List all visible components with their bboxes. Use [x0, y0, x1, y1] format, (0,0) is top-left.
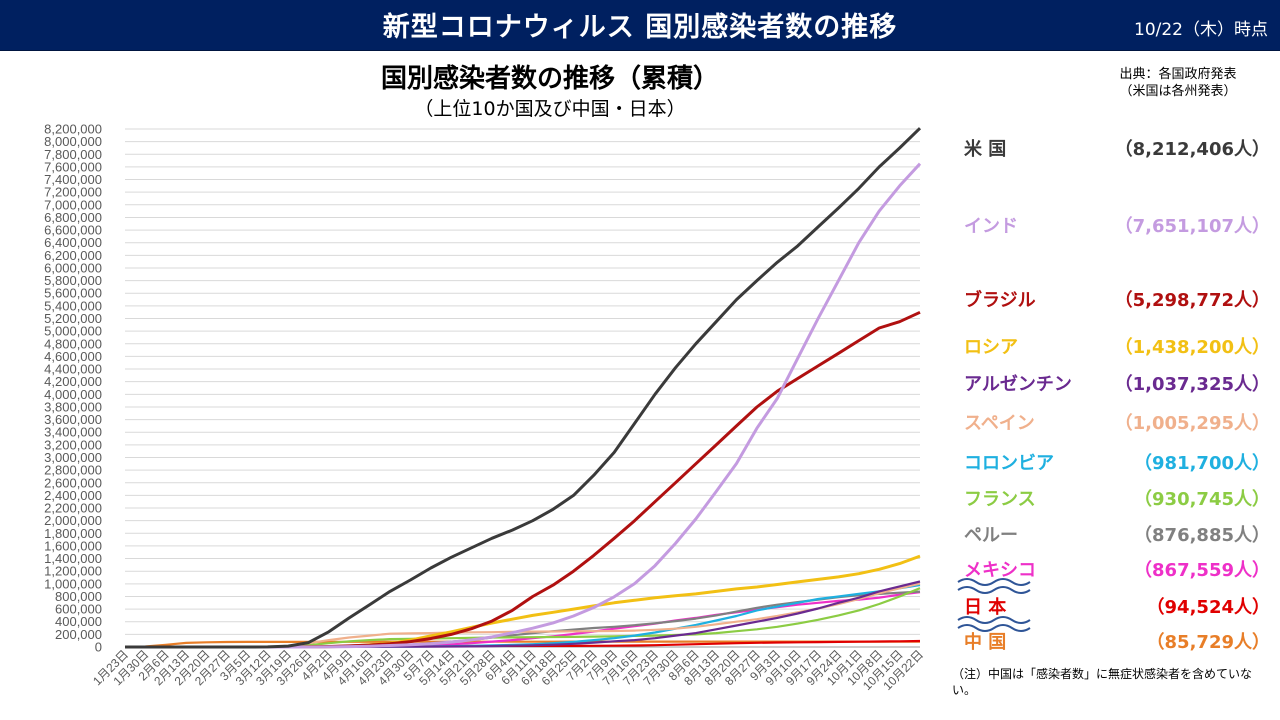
legend-name-peru: ペルー: [964, 525, 1018, 546]
y-tick-label: 200,000: [55, 627, 102, 642]
legend-value-brazil: （5,298,772人）: [1114, 290, 1270, 311]
y-tick-label: 5,800,000: [44, 273, 102, 288]
break-wave-icon: [957, 578, 1031, 594]
page-title: 新型コロナウィルス 国別感染者数の推移: [382, 12, 898, 43]
y-tick-label: 7,800,000: [44, 147, 102, 162]
legend-value-colombia: （981,700人）: [1134, 453, 1270, 474]
y-tick-label: 5,000,000: [44, 324, 102, 339]
y-tick-label: 4,400,000: [44, 362, 102, 377]
y-tick-label: 3,400,000: [44, 425, 102, 440]
legend-value-france: （930,745人）: [1134, 489, 1270, 510]
chart-title: 国別感染者数の推移（累積）: [380, 64, 719, 94]
y-tick-label: 600,000: [55, 602, 102, 617]
y-tick-label: 7,200,000: [44, 185, 102, 200]
legend-value-mexico: （867,559人）: [1134, 560, 1270, 581]
y-tick-label: 2,600,000: [44, 475, 102, 490]
y-tick-label: 5,400,000: [44, 298, 102, 313]
y-tick-label: 0: [95, 640, 102, 655]
y-tick-label: 2,200,000: [44, 501, 102, 516]
legend-value-peru: （876,885人）: [1134, 525, 1270, 546]
y-tick-label: 6,600,000: [44, 223, 102, 238]
y-tick-label: 6,400,000: [44, 235, 102, 250]
y-tick-label: 7,000,000: [44, 197, 102, 212]
legend-value-india: （7,651,107人）: [1114, 216, 1270, 237]
y-tick-label: 8,000,000: [44, 134, 102, 149]
legend-name-usa: 米 国: [964, 139, 1007, 160]
y-tick-label: 8,200,000: [44, 122, 102, 137]
y-tick-label: 400,000: [55, 614, 102, 629]
legend-name-china: 中 国: [964, 632, 1007, 653]
y-tick-label: 3,200,000: [44, 437, 102, 452]
header-bar: 新型コロナウィルス 国別感染者数の推移 10/22（木）時点: [0, 0, 1280, 51]
y-tick-label: 1,400,000: [44, 551, 102, 566]
series-lines: [124, 127, 922, 649]
break-wave-icon: [957, 616, 1031, 632]
y-tick-label: 1,000,000: [44, 576, 102, 591]
date-label: 10/22（木）時点: [1134, 20, 1268, 40]
legend-name-japan: 日 本: [964, 597, 1007, 618]
y-tick-label: 4,000,000: [44, 387, 102, 402]
legend-value-usa: （8,212,406人）: [1114, 139, 1270, 160]
y-tick-label: 4,200,000: [44, 374, 102, 389]
y-tick-label: 5,600,000: [44, 286, 102, 301]
y-tick-label: 2,800,000: [44, 463, 102, 478]
y-tick-label: 7,400,000: [44, 172, 102, 187]
source-line-1: 出典：各国政府発表: [1119, 67, 1237, 82]
legend-name-mexico: メキシコ: [964, 560, 1036, 581]
footnote: （注）中国は「感染者数」に無症状感染者を含めていない。: [952, 667, 1253, 697]
legend-name-spain: スペイン: [964, 413, 1035, 434]
series-line-india: [125, 162, 922, 649]
chart-subtitle: （上位10か国及び中国・日本）: [414, 98, 686, 120]
legend-value-argentina: （1,037,325人）: [1114, 374, 1270, 395]
legend-name-argentina: アルゼンチン: [964, 374, 1072, 395]
series-line-mexico: [125, 591, 921, 649]
legend-name-russia: ロシア: [964, 337, 1018, 358]
y-tick-label: 3,600,000: [44, 412, 102, 427]
y-tick-label: 5,200,000: [44, 311, 102, 326]
legend-value-japan: （94,524人）: [1146, 597, 1270, 618]
legend-value-russia: （1,438,200人）: [1114, 337, 1270, 358]
y-tick-label: 1,200,000: [44, 564, 102, 579]
legend-name-colombia: コロンビア: [964, 453, 1054, 474]
legend-name-brazil: ブラジル: [964, 290, 1036, 311]
y-tick-label: 1,600,000: [44, 538, 102, 553]
y-tick-label: 4,800,000: [44, 336, 102, 351]
y-axis-ticks: 0200,000400,000600,000800,0001,000,0001,…: [44, 122, 102, 655]
y-tick-label: 4,600,000: [44, 349, 102, 364]
y-tick-label: 6,200,000: [44, 248, 102, 263]
y-tick-label: 2,400,000: [44, 488, 102, 503]
legend-name-india: インド: [964, 216, 1018, 237]
legend-value-spain: （1,005,295人）: [1114, 413, 1270, 434]
legend-name-france: フランス: [964, 489, 1036, 510]
legend-value-china: （85,729人）: [1146, 632, 1270, 653]
y-tick-label: 1,800,000: [44, 526, 102, 541]
x-axis-ticks: 1月23日1月30日2月6日2月13日2月20日2月27日3月5日3月12日3月…: [90, 647, 926, 693]
series-line-usa: [125, 127, 922, 649]
y-tick-label: 800,000: [55, 589, 102, 604]
y-tick-label: 7,600,000: [44, 159, 102, 174]
y-tick-label: 6,000,000: [44, 260, 102, 275]
y-tick-label: 3,000,000: [44, 450, 102, 465]
gridlines: [125, 128, 920, 648]
source-note: 出典：各国政府発表 （米国は各州発表）: [1080, 66, 1276, 100]
y-tick-label: 6,800,000: [44, 210, 102, 225]
y-tick-label: 3,800,000: [44, 399, 102, 414]
y-tick-label: 2,000,000: [44, 513, 102, 528]
source-line-2: （米国は各州発表）: [1119, 84, 1237, 99]
